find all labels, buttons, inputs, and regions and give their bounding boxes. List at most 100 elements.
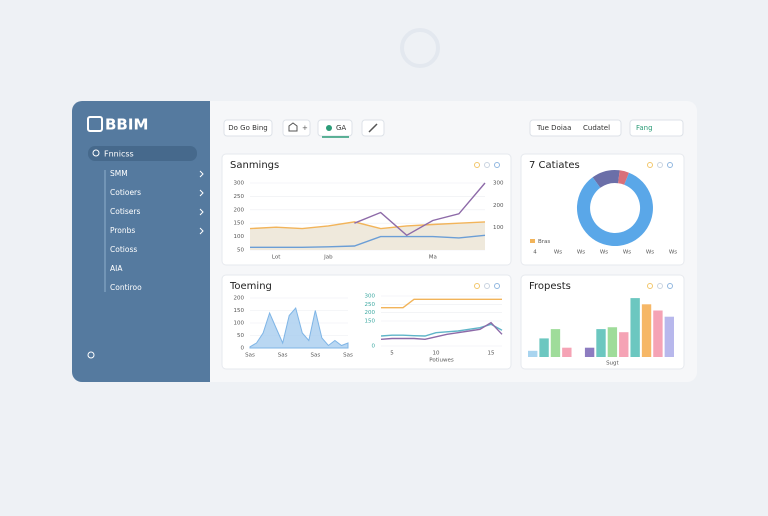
- card-title: Sanmings: [230, 160, 279, 171]
- card-icon[interactable]: [484, 162, 490, 168]
- y-tick-label: 200: [493, 203, 504, 209]
- dot: [326, 125, 332, 131]
- button[interactable]: [317, 119, 353, 137]
- button[interactable]: [223, 119, 273, 137]
- line: [380, 323, 503, 337]
- card-icon[interactable]: [474, 283, 480, 289]
- y-tick-label: 150: [234, 221, 245, 227]
- x-tick-label: Jab: [323, 255, 333, 261]
- bar: [539, 338, 549, 357]
- line: [380, 321, 503, 341]
- card-icon[interactable]: [484, 283, 490, 289]
- nav-item[interactable]: Cotioers: [110, 188, 141, 197]
- y-tick-label: 200: [365, 310, 376, 316]
- y-tick-label: 200: [234, 207, 245, 213]
- x-tick-label: Sugt: [606, 361, 619, 367]
- filter-label: Cudatel: [583, 124, 610, 132]
- legend-label: Bras: [538, 239, 550, 245]
- card-icon[interactable]: [667, 283, 673, 289]
- line: [381, 298, 502, 309]
- logo: BBIM: [105, 116, 148, 134]
- pencil-icon: [368, 123, 378, 133]
- axis-label: Ws: [554, 250, 562, 256]
- decor: [400, 28, 440, 68]
- nav-item[interactable]: AIA: [110, 264, 123, 273]
- pie-slice: [618, 170, 629, 185]
- y-tick-label: 250: [365, 302, 376, 308]
- line: [354, 182, 486, 237]
- chevron: [199, 227, 204, 235]
- card-title: 7 Catiates: [529, 160, 580, 171]
- nav-item[interactable]: Contiroo: [110, 283, 142, 292]
- x-tick-label: Sas: [310, 353, 320, 359]
- bar: [641, 304, 652, 357]
- bar: [653, 310, 663, 357]
- card-title: Fropests: [529, 281, 571, 292]
- chevron: [199, 189, 204, 197]
- card-icon[interactable]: [647, 162, 653, 168]
- y-tick-label: 150: [365, 319, 376, 325]
- area: [249, 306, 349, 349]
- y-tick-label: 100: [234, 321, 245, 327]
- area: [250, 221, 485, 250]
- nav-item[interactable]: Pronbs: [110, 226, 135, 235]
- sidebar: [72, 101, 210, 382]
- bar: [619, 332, 629, 357]
- bar: [528, 350, 538, 357]
- axis-label: Ws: [646, 250, 654, 256]
- x-tick-label: Sas: [278, 353, 288, 359]
- bar: [550, 329, 561, 357]
- y-tick-label: 50: [237, 333, 244, 339]
- line: [249, 221, 486, 230]
- bar: [584, 347, 595, 357]
- card: [520, 153, 685, 266]
- x-tick-label: Lot: [272, 255, 281, 261]
- y-tick-label: 100: [493, 225, 504, 231]
- button-label: Do Go Bing: [228, 124, 267, 132]
- y-tick-label: 150: [234, 308, 245, 314]
- y-tick-label: 250: [234, 194, 245, 200]
- y-tick-label: 300: [234, 181, 245, 187]
- nav-item[interactable]: Cotioss: [110, 245, 137, 254]
- y-tick-label: 300: [365, 294, 376, 300]
- filter-label: Tue Doiaa: [536, 124, 571, 132]
- filter-label: Fang: [636, 124, 653, 132]
- axis-label: 4: [533, 250, 537, 256]
- axis-label: Ws: [577, 250, 585, 256]
- y-tick-label: 0: [372, 344, 376, 350]
- card-icon[interactable]: [667, 162, 673, 168]
- home-icon: [288, 122, 298, 132]
- legend-swatch: [530, 239, 535, 243]
- card-title: Toeming: [229, 281, 272, 292]
- bar: [562, 347, 572, 357]
- x-tick-label: 15: [488, 351, 495, 357]
- card-icon[interactable]: [647, 283, 653, 289]
- axis-label: Ws: [623, 250, 631, 256]
- y-tick-label: 0: [241, 346, 245, 352]
- card-icon[interactable]: [474, 162, 480, 168]
- x-tick-label: Sas: [245, 353, 255, 359]
- nav-item[interactable]: Cotisers: [110, 207, 140, 216]
- search-box[interactable]: [88, 146, 197, 161]
- button-label: GA: [336, 124, 346, 132]
- card-icon[interactable]: [494, 162, 500, 168]
- search-text: Fnnicss: [104, 150, 134, 159]
- card-icon[interactable]: [657, 162, 663, 168]
- y-tick-label: 50: [237, 248, 244, 254]
- search-icon: [92, 149, 100, 157]
- axis-label: Ws: [669, 250, 677, 256]
- nav-item[interactable]: SMM: [110, 169, 128, 178]
- bar: [630, 298, 640, 357]
- settings-icon[interactable]: [87, 351, 95, 359]
- card-icon[interactable]: [494, 283, 500, 289]
- card-icon[interactable]: [657, 283, 663, 289]
- x-tick-label: Sas: [343, 353, 353, 359]
- x-axis-label: Potiuwes: [429, 358, 454, 364]
- pie-slice: [576, 172, 653, 247]
- bar: [664, 316, 674, 357]
- pie-slice: [592, 170, 620, 188]
- chevron: [199, 208, 204, 216]
- filter-box[interactable]: [629, 119, 684, 137]
- filter-box[interactable]: [529, 119, 622, 137]
